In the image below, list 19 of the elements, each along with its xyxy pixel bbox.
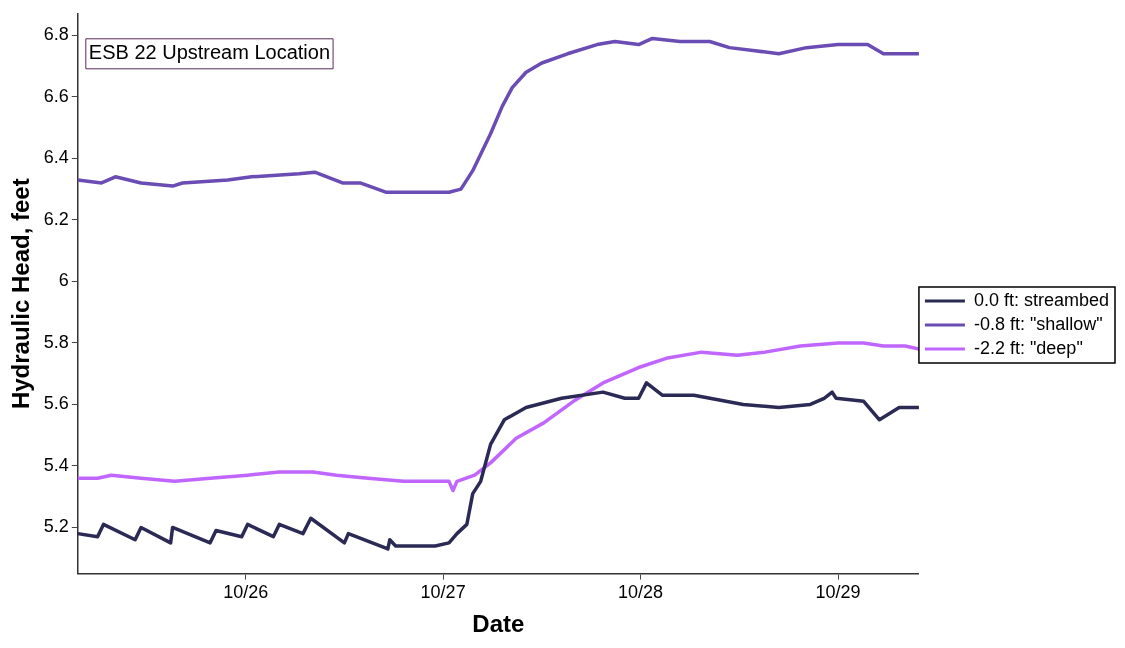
y-tick-label: 6.6 bbox=[43, 85, 69, 106]
x-tick-label: 10/26 bbox=[223, 582, 269, 603]
y-tick-label: 5.2 bbox=[43, 516, 69, 537]
legend-label: 0.0 ft: streambed bbox=[973, 289, 1110, 310]
x-axis-title: Date bbox=[472, 610, 525, 638]
legend-label: -2.2 ft: "deep" bbox=[973, 337, 1083, 358]
y-axis-title: Hydraulic Head, feet bbox=[7, 178, 35, 410]
annotation: ESB 22 Upstream Location bbox=[88, 41, 331, 64]
y-tick-label: 6.2 bbox=[43, 208, 69, 229]
x-tick-label: 10/28 bbox=[618, 582, 664, 603]
y-tick-label: 6.8 bbox=[43, 24, 69, 45]
y-tick-label: 5.6 bbox=[43, 393, 69, 414]
x-tick-label: 10/29 bbox=[815, 582, 861, 603]
legend-label: -0.8 ft: "shallow" bbox=[973, 313, 1103, 334]
y-tick-label: 6 bbox=[58, 270, 69, 291]
y-tick-label: 5.4 bbox=[43, 454, 69, 475]
y-tick-label: 5.8 bbox=[43, 331, 69, 352]
y-tick-label: 6.4 bbox=[43, 147, 69, 168]
x-tick-label: 10/27 bbox=[420, 582, 466, 603]
